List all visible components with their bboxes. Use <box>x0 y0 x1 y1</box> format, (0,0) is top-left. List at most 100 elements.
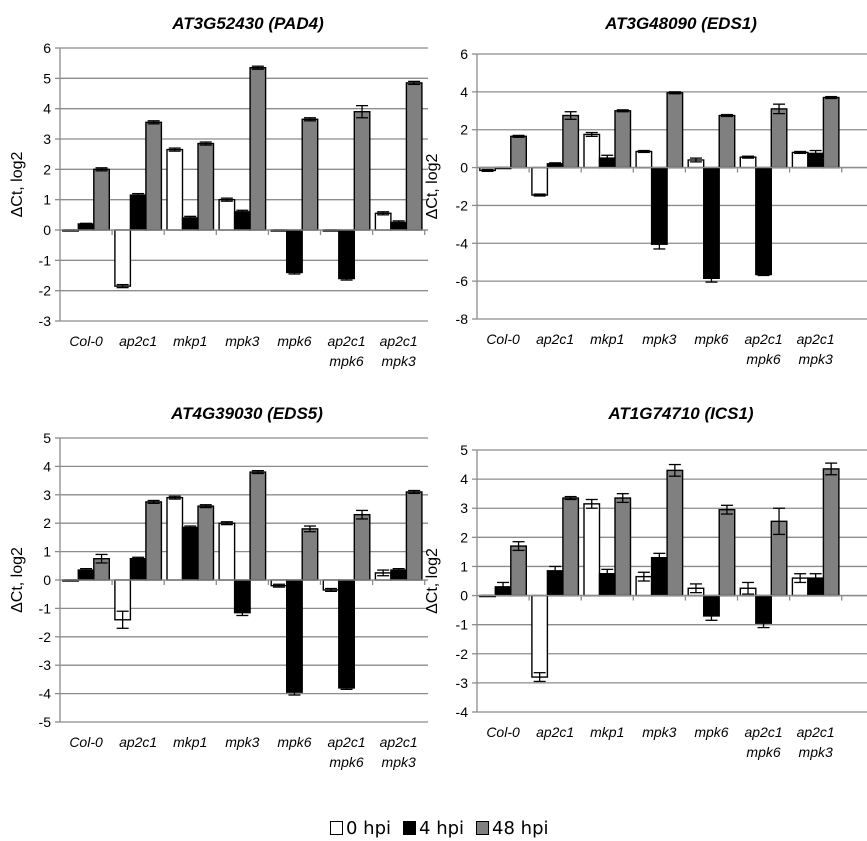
bar-0hpi <box>114 229 132 287</box>
bar-48hpi <box>249 471 267 581</box>
chart-panel-3: AT4G39030 (EDS5) ΔCt, log2 -5 -4 -3 -2 -1 0 1 2 3 4… <box>9 404 428 770</box>
y-tick-label: -4 <box>456 704 469 720</box>
y-tick-label: 2 <box>43 161 51 177</box>
x-tick-label: Col-0 <box>69 333 103 349</box>
y-tick-label: -3 <box>456 675 469 691</box>
x-tick-label: mpk6 <box>277 333 311 349</box>
x-tick-label: mpk3 <box>225 333 259 349</box>
y-tick-label: 6 <box>460 46 468 62</box>
legend-swatch-4hpi <box>403 821 417 835</box>
y-tick-label: -4 <box>39 686 52 702</box>
x-tick-label: mpk3 <box>225 734 259 750</box>
y-tick-label: 2 <box>43 515 51 531</box>
bar-48hpi <box>770 108 788 169</box>
legend: 0 hpi 4 hpi 48 hpi <box>330 816 561 840</box>
x-tick-label: mpk6 <box>746 351 780 367</box>
bar-48hpi <box>510 135 527 169</box>
x-tick-label: mpk6 <box>329 754 363 770</box>
bar-48hpi <box>562 497 580 597</box>
bar-4hpi <box>650 166 668 245</box>
x-tick-label: mpk3 <box>382 754 416 770</box>
x-tick-label: ap2c1 <box>744 331 782 347</box>
y-tick-label: 1 <box>43 544 51 560</box>
bar-48hpi <box>614 110 632 169</box>
y-tick-label: -8 <box>456 311 469 327</box>
y-tick-label: -6 <box>456 273 469 289</box>
y-tick-label: -2 <box>456 646 469 662</box>
y-axis-label: ΔCt, log2 <box>424 548 441 614</box>
bar-0hpi <box>531 166 549 196</box>
bar-48hpi <box>93 168 111 231</box>
x-tick-label: ap2c1 <box>380 333 418 349</box>
chart-panel-1: AT3G52430 (PAD4) ΔCt, log2 -3 -2 -1 0 1 2 3 4 5 6 Co… <box>9 14 428 369</box>
y-tick-label: 4 <box>460 84 468 100</box>
y-tick-label: 5 <box>43 430 51 446</box>
bar-4hpi <box>129 194 147 231</box>
bar-48hpi <box>145 501 163 581</box>
x-tick-label: ap2c1 <box>744 724 782 740</box>
legend-label-0hpi: 0 hpi <box>346 817 392 839</box>
x-tick-label: mpk3 <box>799 744 833 760</box>
bar-0hpi <box>166 496 184 581</box>
legend-item-48hpi: 48 hpi <box>476 817 549 839</box>
y-tick-label: -1 <box>456 617 469 633</box>
y-tick-label: -3 <box>39 657 52 673</box>
legend-label-4hpi: 4 hpi <box>419 817 465 839</box>
bar-48hpi <box>405 82 423 231</box>
chart-panel-2: AT3G48090 (EDS1) ΔCt, log2 -8 -6 -4 -2 0 2 4 6 Col… <box>424 14 867 367</box>
bar-4hpi <box>338 579 355 689</box>
bar-48hpi <box>510 545 527 597</box>
x-tick-label: mpk6 <box>694 724 728 740</box>
bar-4hpi <box>286 579 303 693</box>
y-tick-label: 2 <box>460 122 468 138</box>
bar-48hpi <box>249 67 267 231</box>
legend-item-4hpi: 4 hpi <box>403 818 464 839</box>
x-tick-label: mkp1 <box>173 333 207 349</box>
legend-item-0hpi: 0 hpi <box>330 818 391 839</box>
bar-4hpi <box>755 166 772 276</box>
y-tick-label: 1 <box>43 192 51 208</box>
bar-0hpi <box>791 151 809 169</box>
y-tick-label: -4 <box>456 235 469 251</box>
y-tick-label: 5 <box>460 442 468 458</box>
y-tick-label: 4 <box>43 458 51 474</box>
y-tick-label: 5 <box>43 70 51 86</box>
y-tick-label: -2 <box>39 629 52 645</box>
bar-4hpi <box>650 557 668 597</box>
chart-title: AT4G39030 (EDS5) <box>170 404 323 423</box>
x-tick-label: ap2c1 <box>536 724 574 740</box>
y-axis-label: ΔCt, log2 <box>9 547 26 613</box>
y-axis-label: ΔCt, log2 <box>9 151 26 217</box>
bar-48hpi <box>197 505 215 581</box>
y-tick-label: 3 <box>43 487 51 503</box>
y-tick-label: 3 <box>460 500 468 516</box>
y-tick-label: -2 <box>456 197 469 213</box>
y-tick-label: -1 <box>39 252 52 268</box>
x-tick-label: mkp1 <box>173 734 207 750</box>
y-tick-label: 6 <box>43 40 51 56</box>
y-tick-label: -3 <box>39 313 52 329</box>
chart-title: AT3G52430 (PAD4) <box>171 14 324 33</box>
bar-4hpi <box>181 526 199 581</box>
x-tick-label: ap2c1 <box>119 333 157 349</box>
chart-title: AT1G74710 (ICS1) <box>607 404 754 423</box>
bar-4hpi <box>703 166 720 280</box>
x-tick-label: mpk3 <box>799 351 833 367</box>
bar-48hpi <box>666 469 684 597</box>
x-tick-label: mpk3 <box>642 331 676 347</box>
y-tick-label: 4 <box>43 101 51 117</box>
x-tick-label: mpk6 <box>329 353 363 369</box>
bar-48hpi <box>718 508 736 597</box>
x-tick-label: Col-0 <box>69 734 103 750</box>
bar-48hpi <box>353 110 371 231</box>
legend-label-48hpi: 48 hpi <box>492 817 549 839</box>
y-tick-label: 1 <box>460 558 468 574</box>
x-tick-label: ap2c1 <box>327 734 365 750</box>
x-tick-label: mkp1 <box>590 724 624 740</box>
legend-swatch-48hpi <box>476 821 490 835</box>
x-tick-label: Col-0 <box>486 724 520 740</box>
x-tick-label: ap2c1 <box>797 724 835 740</box>
figure: AT3G52430 (PAD4) ΔCt, log2 -3 -2 -1 0 1 2 3 4 5 6 Co… <box>9 14 867 770</box>
bar-48hpi <box>822 96 840 169</box>
bar-0hpi <box>218 198 236 231</box>
